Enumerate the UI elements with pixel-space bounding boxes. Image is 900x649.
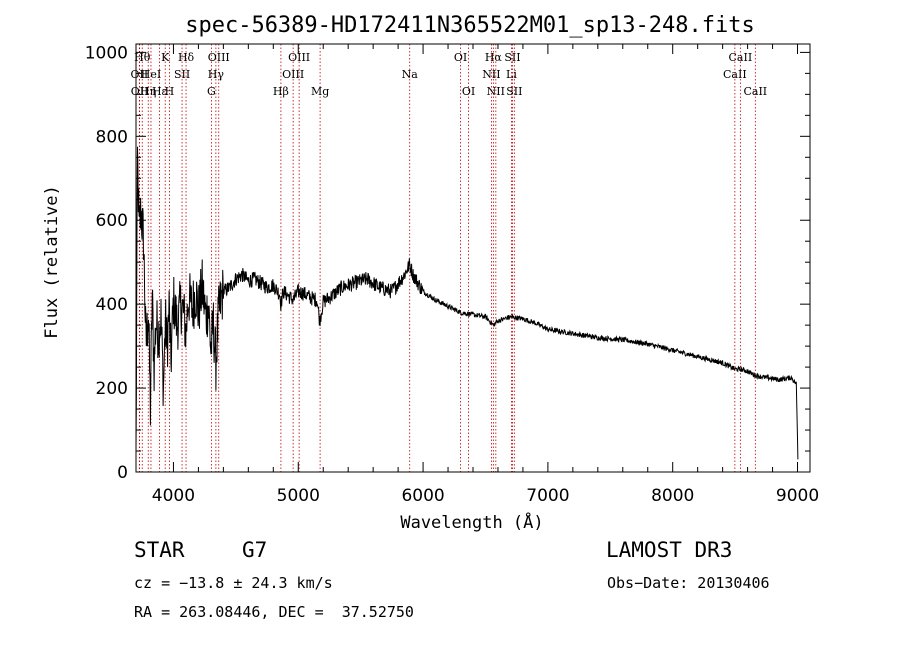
- reference-line-label: Hθ: [134, 51, 151, 64]
- x-tick-label: 9000: [776, 486, 819, 506]
- reference-line-label: Na: [402, 68, 419, 81]
- reference-line-label: Hγ: [208, 68, 225, 81]
- reference-line-label: NII: [482, 68, 500, 81]
- reference-line-label: Mg: [311, 85, 329, 98]
- x-tick-label: 6000: [401, 486, 444, 506]
- reference-lines: [138, 44, 756, 472]
- reference-line-label: HeI: [141, 68, 161, 81]
- reference-line-label: Hδ: [178, 51, 195, 64]
- reference-line-label: OII: [131, 85, 149, 98]
- reference-line-label: SII: [506, 85, 522, 98]
- y-axis-label: Flux (relative): [42, 185, 62, 339]
- reference-line-label: OI: [454, 51, 467, 64]
- reference-line-label: OIII: [208, 51, 230, 64]
- reference-line-label: Li: [506, 68, 517, 81]
- sky-coordinates: RA = 263.08446, DEC = 37.52750: [134, 603, 414, 621]
- reference-line-label: CaII: [729, 51, 753, 64]
- reference-line-label: Hα: [485, 51, 503, 64]
- spectral-subclass: G7: [242, 538, 268, 562]
- reference-line-label: OIII: [282, 68, 304, 81]
- reference-line-label: SII: [174, 68, 190, 81]
- survey-name: LAMOST DR3: [606, 538, 733, 562]
- x-axis-ticks: 4000 5000 6000 7000 8000 9000: [152, 44, 819, 506]
- reference-line-label: SII: [504, 51, 520, 64]
- y-axis-ticks: 0 200 400 600 800 1000: [85, 43, 810, 483]
- reference-line-label: NII: [487, 85, 505, 98]
- reference-line-label: G: [207, 85, 216, 98]
- observation-date: Obs−Date: 20130406: [607, 574, 770, 592]
- reference-line-label: OI: [462, 85, 475, 98]
- object-class: STAR: [134, 538, 185, 562]
- y-tick-label: 800: [96, 127, 128, 147]
- x-tick-label: 7000: [526, 486, 569, 506]
- spectrum-line: [135, 146, 799, 460]
- reference-line-label: K: [161, 51, 170, 64]
- y-tick-label: 600: [96, 211, 128, 231]
- x-tick-label: 8000: [651, 486, 694, 506]
- redshift-value: cz = −13.8 ± 24.3 km/s: [134, 574, 333, 592]
- x-axis-label: Wavelength (Å): [400, 511, 543, 533]
- reference-line-label: CaII: [723, 68, 747, 81]
- x-tick-label: 5000: [277, 486, 320, 506]
- reference-line-label: CaII: [743, 85, 767, 98]
- y-tick-label: 1000: [85, 43, 128, 63]
- reference-line-label: Hβ: [273, 85, 289, 98]
- plot-frame: [135, 43, 811, 473]
- chart-title: spec-56389-HD172411N365522M01_sp13-248.f…: [185, 13, 755, 38]
- y-tick-label: 200: [96, 379, 128, 399]
- reference-line-label: OII: [131, 68, 149, 81]
- y-tick-label: 0: [117, 463, 128, 483]
- reference-line-label: Hε: [152, 85, 168, 98]
- reference-line-label: H: [165, 85, 175, 98]
- reference-line-label: OIII: [288, 51, 310, 64]
- reference-line-labels: OII OII Hθ Hη HeI Hε K H SII Hδ G Hγ OIII Hβ OIII OIII M…: [131, 51, 768, 98]
- y-tick-label: 400: [96, 295, 128, 315]
- reference-line-label: Hη: [140, 85, 156, 98]
- x-tick-label: 4000: [152, 486, 195, 506]
